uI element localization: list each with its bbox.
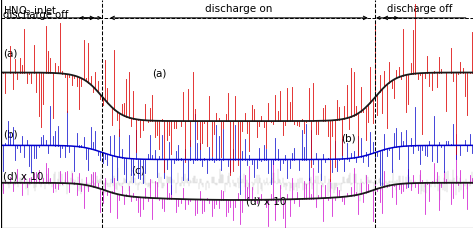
Text: (a): (a): [152, 68, 166, 78]
Text: discharge on: discharge on: [205, 4, 273, 14]
Text: (b): (b): [341, 133, 356, 143]
Text: (a): (a): [3, 48, 18, 58]
Text: (d) x 10: (d) x 10: [3, 171, 44, 181]
Text: discharge off: discharge off: [3, 10, 68, 20]
Text: (c): (c): [131, 165, 145, 175]
Text: HNO$_3$ inlet: HNO$_3$ inlet: [3, 4, 58, 17]
Text: (d) x 10: (d) x 10: [246, 196, 287, 206]
Text: (b): (b): [3, 129, 18, 139]
Text: discharge off: discharge off: [387, 4, 453, 14]
